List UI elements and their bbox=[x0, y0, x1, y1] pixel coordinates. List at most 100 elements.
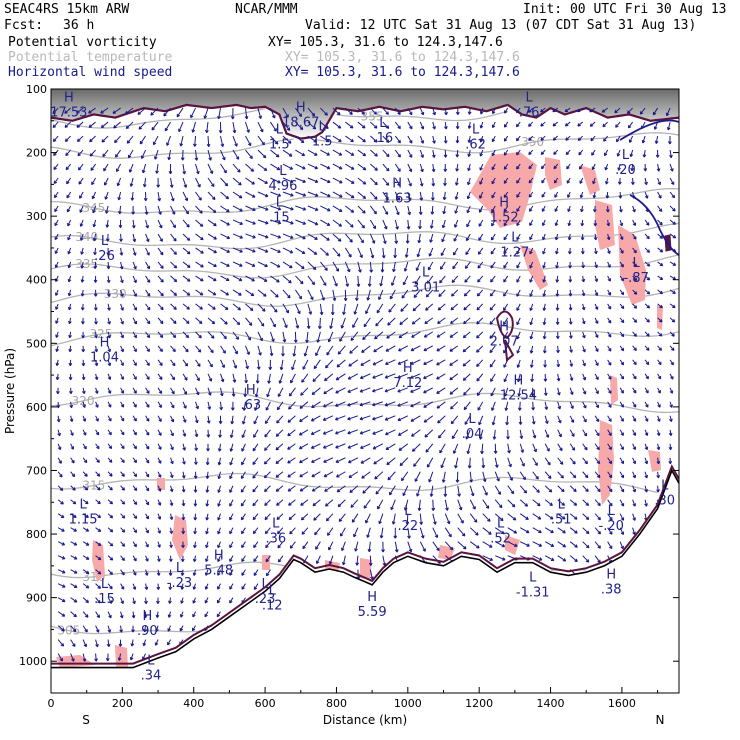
wind-vector bbox=[145, 541, 149, 548]
wind-vector bbox=[157, 499, 162, 506]
wind-vector bbox=[167, 149, 172, 161]
wind-vector bbox=[145, 471, 150, 478]
wind-vector bbox=[276, 499, 284, 506]
wind-vector bbox=[477, 275, 484, 283]
wind-vector bbox=[232, 373, 237, 383]
y-tick-label: 500 bbox=[26, 337, 47, 350]
wind-vector bbox=[553, 163, 559, 170]
wind-vector bbox=[179, 625, 184, 632]
wind-vector bbox=[232, 345, 238, 355]
wind-vector bbox=[315, 555, 321, 565]
wind-vector bbox=[516, 359, 521, 368]
wind-vector bbox=[67, 261, 72, 269]
wind-speed-shading bbox=[56, 152, 663, 668]
wind-vector bbox=[619, 415, 624, 422]
wind-vector bbox=[207, 289, 217, 296]
wind-vector bbox=[340, 317, 346, 329]
wind-vector bbox=[553, 177, 559, 184]
wind-vector bbox=[569, 345, 573, 353]
wind-vector bbox=[407, 205, 412, 216]
wind-vector bbox=[382, 121, 390, 129]
wind-vector bbox=[360, 443, 371, 449]
wind-vector bbox=[481, 457, 486, 469]
wind-vector bbox=[240, 471, 246, 479]
wind-vector bbox=[644, 345, 650, 351]
wind-vector bbox=[245, 345, 250, 356]
wind-vector bbox=[406, 219, 411, 230]
wind-vector bbox=[453, 233, 459, 242]
wind-vector bbox=[529, 289, 534, 297]
wind-vector bbox=[592, 191, 597, 199]
wind-vector bbox=[182, 415, 187, 423]
wind-vector bbox=[182, 429, 187, 437]
wind-vector bbox=[603, 135, 609, 142]
wind-vector bbox=[295, 233, 306, 240]
wind-vector bbox=[565, 135, 571, 141]
wind-vector bbox=[367, 275, 372, 287]
wind-vector bbox=[607, 443, 612, 451]
wind-vector bbox=[332, 205, 343, 213]
wind-vector bbox=[93, 275, 98, 283]
wind-vector bbox=[431, 499, 436, 511]
wind-vector bbox=[519, 541, 530, 547]
wind-vector bbox=[357, 247, 363, 259]
wind-vector bbox=[120, 443, 125, 450]
wind-vector bbox=[389, 289, 396, 300]
wind-vector bbox=[657, 373, 662, 380]
wind-vector bbox=[564, 107, 571, 113]
extremum-value: .04 bbox=[462, 427, 483, 442]
extremum-value: .34 bbox=[141, 668, 162, 683]
center-title: NCAR/MMM bbox=[235, 2, 298, 17]
wind-vector bbox=[476, 317, 484, 325]
wind-vector bbox=[169, 541, 173, 548]
wind-vector bbox=[95, 597, 101, 604]
isentrope-315 bbox=[51, 472, 658, 494]
wind-vector bbox=[373, 457, 384, 465]
wind-vector bbox=[478, 205, 484, 213]
wind-vector bbox=[57, 429, 61, 437]
wind-vector bbox=[332, 135, 342, 143]
isentrope-340 bbox=[51, 222, 679, 250]
wind-vector bbox=[299, 485, 309, 492]
wind-vector bbox=[382, 135, 390, 143]
wind-vector bbox=[554, 191, 559, 198]
wind-vector bbox=[157, 415, 162, 422]
wind-vector bbox=[131, 205, 136, 215]
wind-vector bbox=[541, 191, 546, 198]
wind-vector bbox=[157, 513, 162, 520]
wind-vector bbox=[79, 219, 84, 227]
wind-vector bbox=[370, 135, 378, 143]
wind-vector bbox=[641, 135, 646, 144]
wind-vector bbox=[644, 457, 649, 465]
wind-vector bbox=[668, 443, 673, 451]
wind-vector bbox=[232, 233, 243, 239]
wind-vector bbox=[529, 317, 534, 326]
wind-vector bbox=[335, 387, 346, 394]
wind-vector bbox=[157, 233, 163, 242]
wind-vector bbox=[619, 205, 623, 213]
wind-vector bbox=[336, 471, 346, 478]
wind-vector bbox=[81, 345, 86, 353]
wind-vector bbox=[82, 541, 90, 546]
wind-vector bbox=[182, 233, 191, 241]
wind-vector bbox=[450, 401, 459, 410]
wind-vector bbox=[270, 191, 282, 197]
wind-vector bbox=[516, 191, 521, 198]
wind-vector bbox=[307, 191, 319, 197]
wind-vector bbox=[270, 317, 276, 328]
wind-vector bbox=[577, 135, 584, 141]
wind-vector bbox=[325, 359, 334, 369]
wind-vector bbox=[401, 289, 409, 299]
wind-vector bbox=[376, 303, 384, 314]
wind-vector bbox=[263, 457, 271, 465]
wind-vector bbox=[282, 191, 294, 197]
wind-vector bbox=[252, 457, 259, 465]
wind-vector bbox=[270, 247, 281, 253]
wind-vector bbox=[94, 387, 99, 394]
wind-vector bbox=[129, 177, 134, 187]
wind-vector bbox=[152, 135, 159, 146]
extremum-value: .38 bbox=[601, 583, 622, 598]
wind-vector bbox=[407, 107, 413, 116]
wind-vector bbox=[564, 121, 571, 127]
wind-vector bbox=[419, 541, 426, 552]
